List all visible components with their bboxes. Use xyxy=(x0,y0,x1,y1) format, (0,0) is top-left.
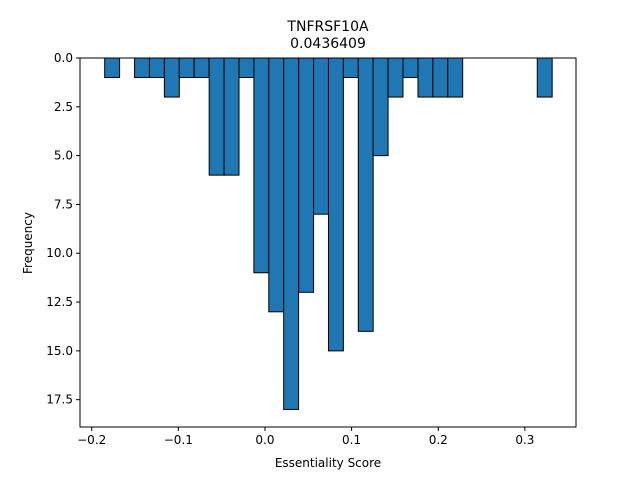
histogram-bar xyxy=(178,57,195,79)
histogram-bar xyxy=(342,57,359,79)
x-tick-label: 0.1 xyxy=(342,433,361,447)
y-axis: 0.0 2.5 5.0 7.5 10.0 12.5 15.0 17.5 xyxy=(46,51,80,407)
y-tick-label: 2.5 xyxy=(54,100,73,114)
y-tick-label: 5.0 xyxy=(54,149,73,163)
histogram-bar xyxy=(253,57,270,274)
histogram-bar xyxy=(148,57,165,79)
x-axis: −0.2 −0.1 0.0 0.1 0.2 0.3 xyxy=(77,427,534,447)
y-tick-label: 17.5 xyxy=(46,393,73,407)
histogram-bar xyxy=(432,57,449,98)
histogram-bar xyxy=(387,57,404,98)
histogram-bar xyxy=(372,57,389,157)
plot-frame xyxy=(79,57,577,428)
x-tick-label: 0.0 xyxy=(255,433,274,447)
histogram-bar xyxy=(313,57,329,215)
x-tick-label: 0.2 xyxy=(429,433,448,447)
histogram-bar xyxy=(193,57,210,79)
histogram-bar xyxy=(536,57,553,98)
y-tick-label: 7.5 xyxy=(54,197,73,211)
y-axis-label: Frequency xyxy=(21,212,35,274)
histogram-bar xyxy=(298,57,315,293)
histogram-bar xyxy=(283,57,300,410)
histogram-bar xyxy=(134,57,150,79)
chart-title: TNFRSF10A xyxy=(286,19,369,35)
histogram-bar xyxy=(223,57,240,176)
histogram-bar xyxy=(238,57,255,79)
histogram-bar xyxy=(327,57,344,352)
histogram-bar xyxy=(163,57,180,98)
bars-group xyxy=(104,57,553,410)
x-axis-label: Essentiality Score xyxy=(275,456,381,470)
x-tick-label: 0.3 xyxy=(515,433,534,447)
histogram-bar xyxy=(357,57,374,332)
histogram-bar xyxy=(402,57,419,79)
y-tick-label: 0.0 xyxy=(54,51,73,65)
y-tick-label: 12.5 xyxy=(46,295,73,309)
histogram-bar xyxy=(104,57,121,79)
histogram-bar xyxy=(268,57,285,313)
histogram-bar xyxy=(208,57,225,176)
y-tick-label: 15.0 xyxy=(46,344,73,358)
histogram-bar xyxy=(417,57,434,98)
y-tick-label: 10.0 xyxy=(46,246,73,260)
histogram-bar xyxy=(447,57,464,98)
x-tick-label: −0.1 xyxy=(164,433,193,447)
chart-subtitle: 0.0436409 xyxy=(290,36,366,52)
x-tick-label: −0.2 xyxy=(77,433,106,447)
